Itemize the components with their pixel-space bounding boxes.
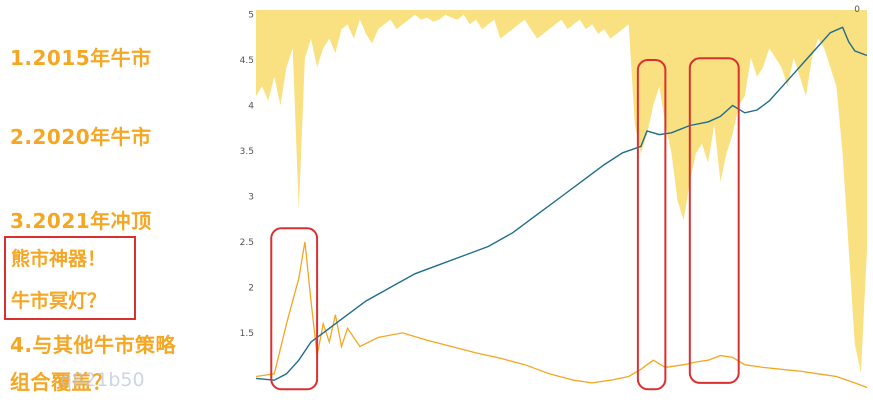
- annotation-2015-bull: 1.2015年牛市: [10, 46, 152, 70]
- highlight-box: [688, 57, 740, 384]
- callout-line-1: 熊市神器！: [11, 248, 107, 270]
- annotation-2020-bull: 2.2020年牛市: [10, 125, 152, 149]
- highlight-box: [636, 59, 667, 391]
- y-tick-label: 1.5: [240, 329, 254, 339]
- y-tick-label: 2: [248, 283, 254, 293]
- watermark: q821b50: [60, 369, 145, 391]
- y-tick-label: 4.5: [240, 56, 254, 66]
- y-tick-label: 2.5: [240, 238, 254, 248]
- drawdown-fill: [256, 10, 867, 373]
- y-axis-ticks: 1.5 2 2.5 3 3.5 4 4.5 5: [240, 11, 255, 339]
- drawdown-area: [256, 10, 867, 373]
- y-tick-label: 3.5: [240, 147, 254, 157]
- highlight-boxes: [270, 57, 740, 391]
- net-value-chart: 1.5 2 2.5 3 3.5 4 4.5 5 0: [240, 5, 868, 391]
- annotation-combine-strategies: 4.与其他牛市策略: [10, 333, 177, 357]
- y-tick-label: 3: [248, 192, 254, 202]
- y-tick-label: 5: [248, 11, 254, 21]
- highlight-box: [270, 227, 319, 391]
- right-axis-tick: 0: [854, 5, 860, 15]
- annotation-portfolio-cover: 组合覆盖？: [10, 370, 113, 394]
- y-tick-label: 4: [248, 102, 254, 112]
- bear-bull-callout-box: 熊市神器！ 牛市冥灯？: [4, 236, 136, 320]
- annotation-2021-peak: 3.2021年冲顶: [10, 209, 152, 233]
- callout-line-2: 牛市冥灯？: [11, 290, 107, 312]
- net-value-series-line: [255, 26, 868, 381]
